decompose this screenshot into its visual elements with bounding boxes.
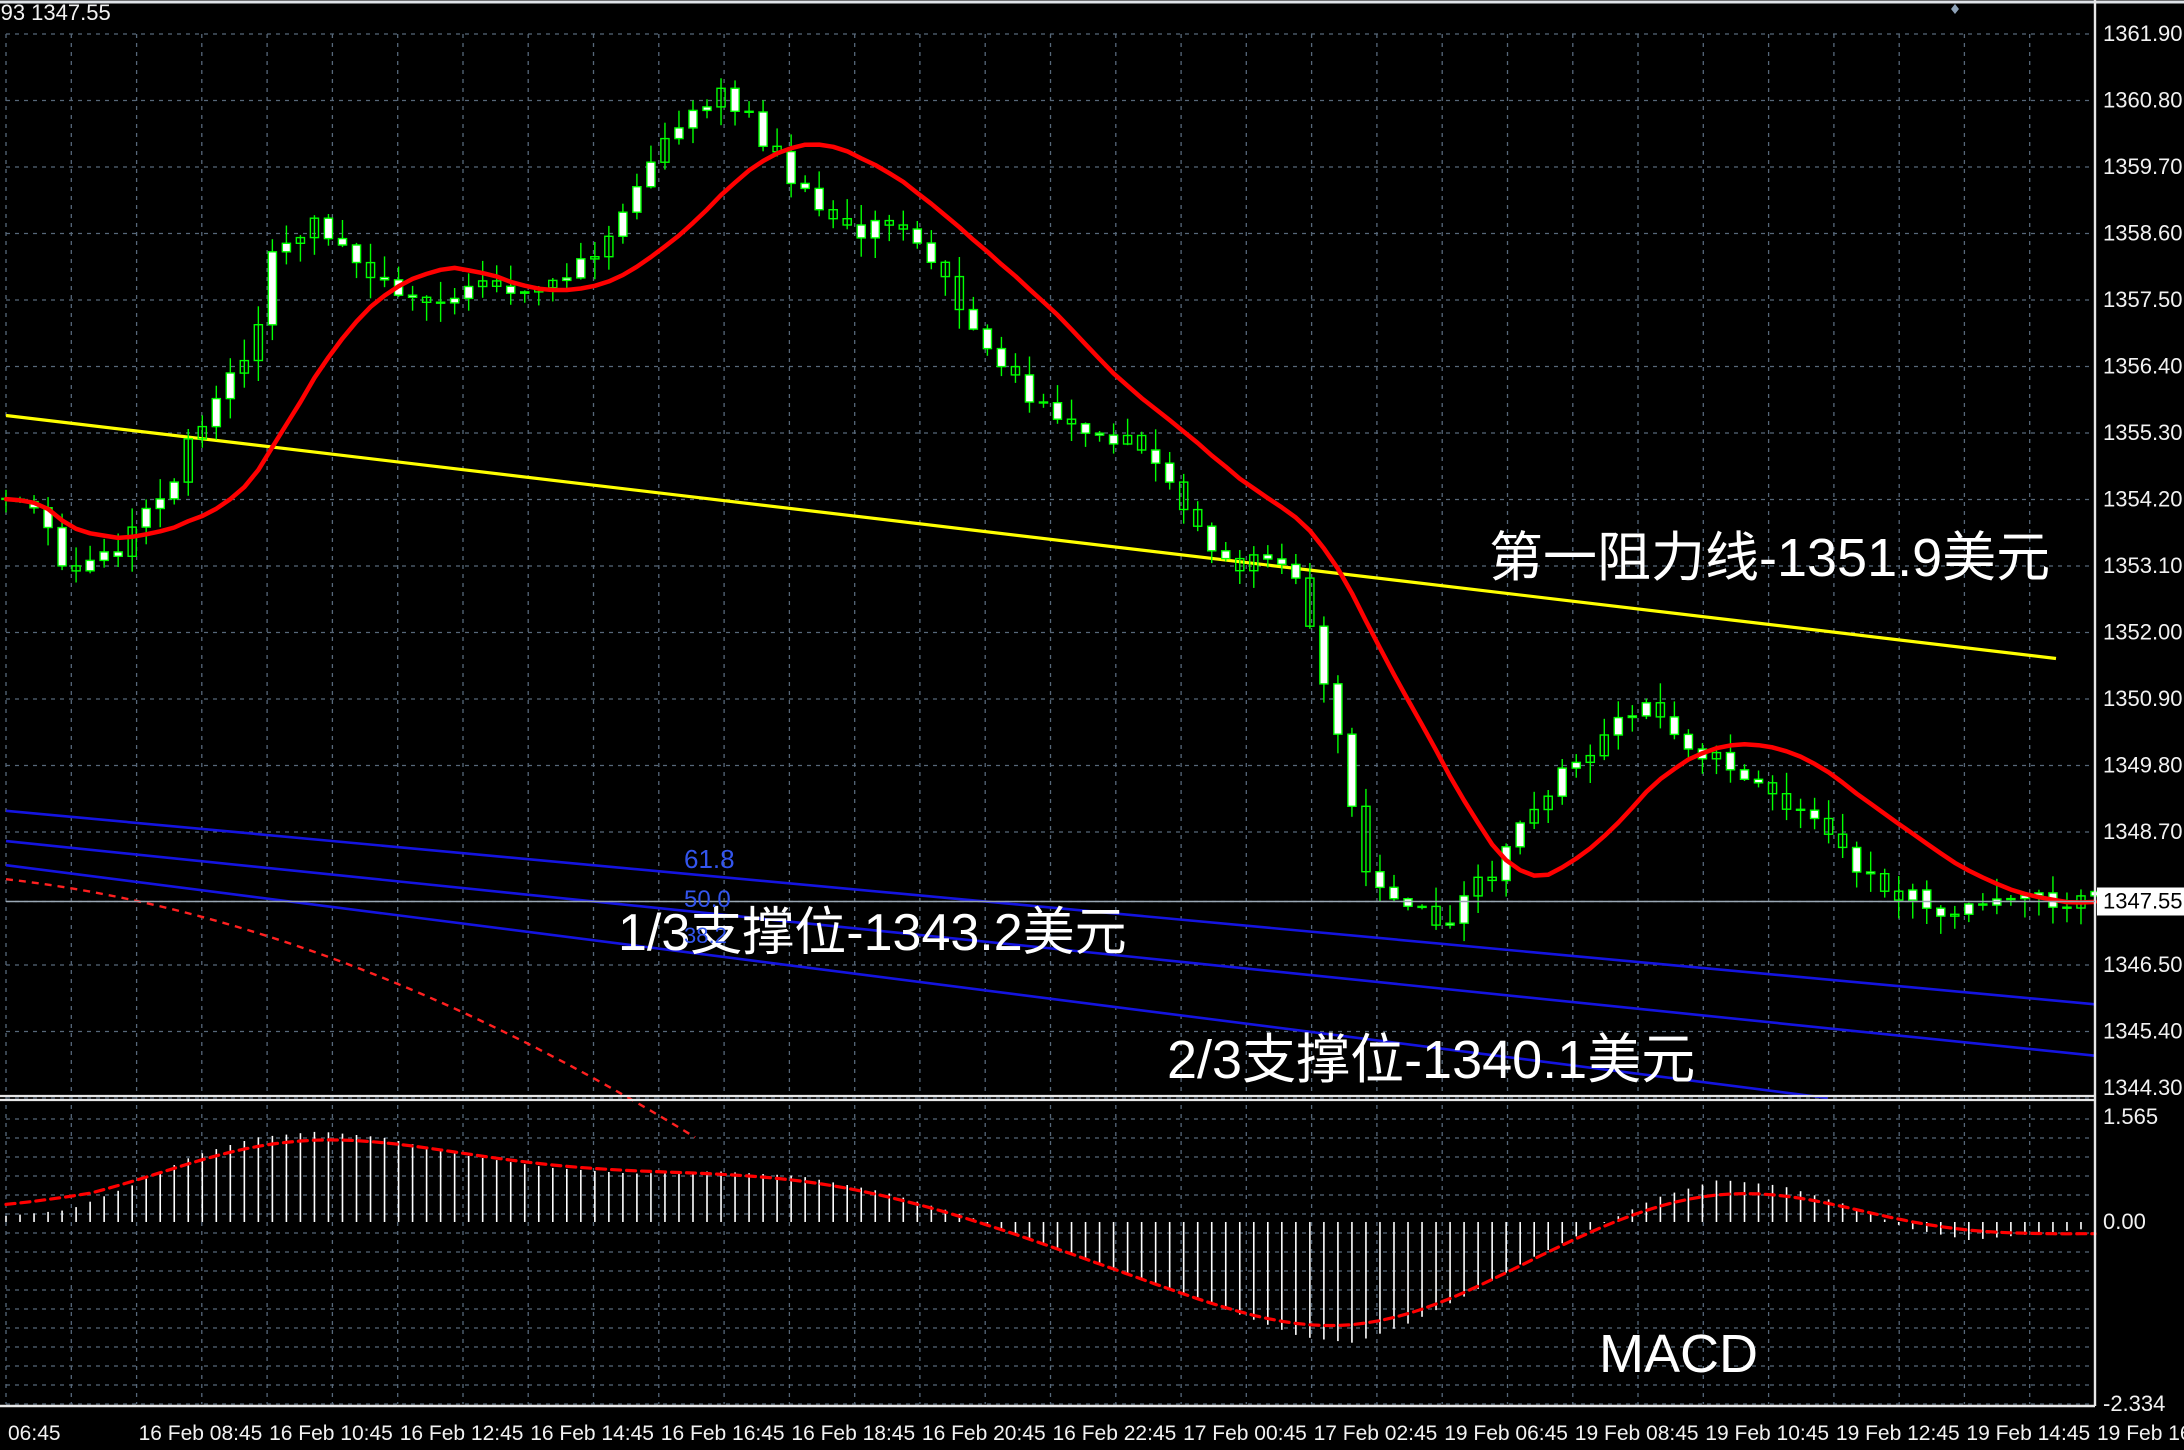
svg-text:1350.90: 1350.90 bbox=[2103, 686, 2183, 711]
svg-text:19 Feb 12:45: 19 Feb 12:45 bbox=[1836, 1422, 1960, 1445]
svg-text:16 Feb 08:45: 16 Feb 08:45 bbox=[139, 1422, 263, 1445]
svg-text:-2.334: -2.334 bbox=[2103, 1391, 2165, 1416]
svg-text:50.0: 50.0 bbox=[684, 886, 731, 913]
svg-text:17 Feb 00:45: 17 Feb 00:45 bbox=[1183, 1422, 1307, 1445]
svg-text:0.00: 0.00 bbox=[2103, 1209, 2146, 1234]
svg-text:19 Feb 08:45: 19 Feb 08:45 bbox=[1575, 1422, 1699, 1445]
svg-text:1354.20: 1354.20 bbox=[2103, 487, 2183, 512]
svg-text:19 Feb 14:45: 19 Feb 14:45 bbox=[1966, 1422, 2090, 1445]
svg-text:1348.70: 1348.70 bbox=[2103, 819, 2183, 844]
svg-text:1356.40: 1356.40 bbox=[2103, 354, 2183, 379]
svg-text:16 Feb 12:45: 16 Feb 12:45 bbox=[400, 1422, 524, 1445]
svg-text:16,93 1347.55: 16,93 1347.55 bbox=[0, 0, 111, 25]
svg-text:1347.55: 1347.55 bbox=[2103, 889, 2183, 914]
svg-text:1345.40: 1345.40 bbox=[2103, 1019, 2183, 1044]
svg-text:1360.80: 1360.80 bbox=[2103, 88, 2183, 113]
svg-text:16 Feb 18:45: 16 Feb 18:45 bbox=[791, 1422, 915, 1445]
svg-text:1352.00: 1352.00 bbox=[2103, 620, 2183, 645]
svg-text:06:45: 06:45 bbox=[8, 1422, 61, 1445]
svg-text:第一阻力线-1351.9美元: 第一阻力线-1351.9美元 bbox=[1489, 528, 2050, 588]
svg-text:1357.50: 1357.50 bbox=[2103, 287, 2183, 312]
svg-text:16 Feb 10:45: 16 Feb 10:45 bbox=[269, 1422, 393, 1445]
svg-text:1359.70: 1359.70 bbox=[2103, 154, 2183, 179]
svg-text:1355.30: 1355.30 bbox=[2103, 420, 2183, 445]
svg-text:19 Feb 10:45: 19 Feb 10:45 bbox=[1705, 1422, 1829, 1445]
svg-text:16 Feb 14:45: 16 Feb 14:45 bbox=[530, 1422, 654, 1445]
svg-text:1358.60: 1358.60 bbox=[2103, 221, 2183, 246]
svg-text:1349.80: 1349.80 bbox=[2103, 753, 2183, 778]
svg-text:1346.50: 1346.50 bbox=[2103, 952, 2183, 977]
svg-text:61.8: 61.8 bbox=[684, 844, 735, 874]
svg-text:19 Feb 16:45: 19 Feb 16:45 bbox=[2097, 1422, 2184, 1445]
svg-text:16 Feb 16:45: 16 Feb 16:45 bbox=[661, 1422, 785, 1445]
svg-text:1361.90: 1361.90 bbox=[2103, 21, 2183, 46]
svg-text:19 Feb 06:45: 19 Feb 06:45 bbox=[1444, 1422, 1568, 1445]
svg-text:1344.30: 1344.30 bbox=[2103, 1075, 2183, 1100]
svg-text:38.2: 38.2 bbox=[684, 923, 727, 948]
svg-text:1.565: 1.565 bbox=[2103, 1104, 2158, 1129]
svg-text:17 Feb 02:45: 17 Feb 02:45 bbox=[1314, 1422, 1438, 1445]
svg-text:16 Feb 22:45: 16 Feb 22:45 bbox=[1053, 1422, 1177, 1445]
svg-text:1353.10: 1353.10 bbox=[2103, 553, 2183, 578]
svg-text:MACD: MACD bbox=[1599, 1324, 1758, 1384]
svg-text:2/3支撑位-1340.1美元: 2/3支撑位-1340.1美元 bbox=[1167, 1030, 1695, 1090]
svg-text:16 Feb 20:45: 16 Feb 20:45 bbox=[922, 1422, 1046, 1445]
